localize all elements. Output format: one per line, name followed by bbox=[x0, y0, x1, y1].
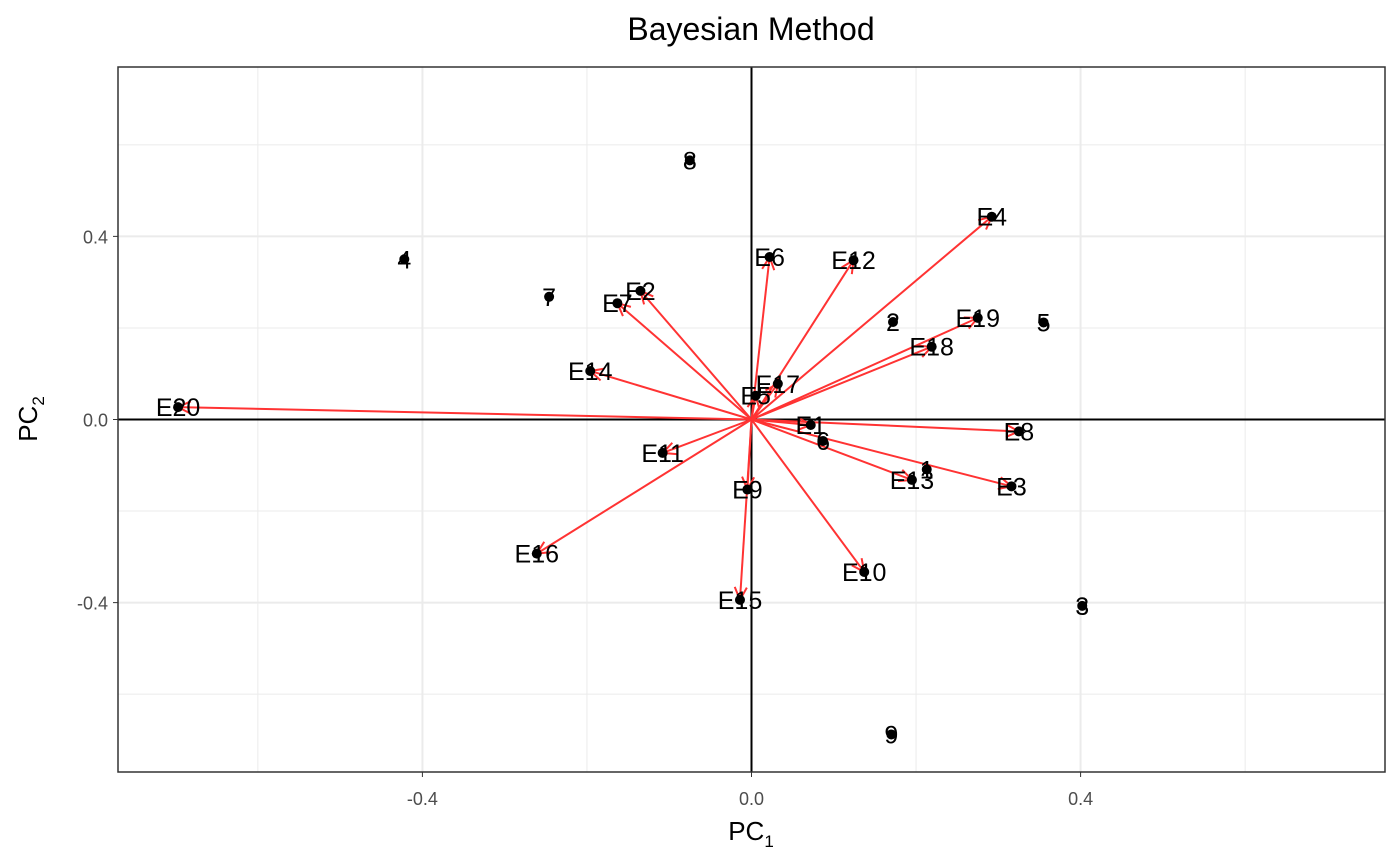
environment-vector-e20 bbox=[178, 406, 752, 421]
genotype-point-2 bbox=[888, 316, 899, 327]
environment-point-e20 bbox=[173, 402, 184, 413]
environment-label-e7: E7 bbox=[602, 290, 633, 318]
environment-label-e8: E8 bbox=[1004, 418, 1035, 446]
environment-point-e18 bbox=[926, 341, 937, 352]
genotype-label-8: 8 bbox=[683, 147, 697, 175]
genotype-label-3: 3 bbox=[1075, 593, 1089, 621]
environment-label-e17: E17 bbox=[756, 371, 800, 399]
environment-label-e4: E4 bbox=[976, 204, 1007, 232]
environment-point-e13 bbox=[906, 474, 917, 485]
data-points bbox=[173, 155, 1088, 740]
environment-label-e12: E12 bbox=[831, 247, 875, 275]
environment-vector-e19 bbox=[751, 316, 979, 421]
y-axis-title: PC2 bbox=[13, 396, 48, 442]
x-tick-label: 0.0 bbox=[739, 789, 764, 809]
genotype-point-8 bbox=[684, 155, 695, 166]
environment-vector-e3 bbox=[751, 418, 1012, 488]
genotype-point-1 bbox=[921, 464, 932, 475]
genotype-label-5: 5 bbox=[1037, 309, 1051, 337]
environment-vector-e4 bbox=[750, 215, 993, 421]
environment-vector-e8 bbox=[751, 418, 1019, 433]
x-tick-label: 0.4 bbox=[1068, 789, 1093, 809]
environment-point-e3 bbox=[1006, 481, 1017, 492]
environment-label-e5: E5 bbox=[740, 383, 771, 411]
genotype-label-2: 2 bbox=[886, 309, 900, 337]
environment-label-e9: E9 bbox=[732, 477, 763, 505]
environment-point-e16 bbox=[531, 548, 542, 559]
x-axis-title-subscript: 1 bbox=[764, 832, 773, 851]
environment-point-e17 bbox=[772, 378, 783, 389]
environment-point-e1 bbox=[805, 419, 816, 430]
environment-point-e10 bbox=[859, 566, 870, 577]
environment-point-e2 bbox=[635, 285, 646, 296]
genotype-label-7: 7 bbox=[542, 284, 556, 312]
chart-title: Bayesian Method bbox=[627, 11, 874, 47]
environment-point-e19 bbox=[972, 312, 983, 323]
environment-label-e14: E14 bbox=[568, 358, 613, 386]
genotype-point-5 bbox=[1038, 317, 1049, 328]
environment-vector-e16 bbox=[536, 418, 753, 555]
environment-vector-e13 bbox=[751, 418, 913, 481]
y-axis-title-subscript: 2 bbox=[29, 396, 48, 405]
environment-point-e5 bbox=[750, 390, 761, 401]
genotype-point-9 bbox=[886, 729, 897, 740]
environment-point-e11 bbox=[657, 447, 668, 458]
environment-label-e18: E18 bbox=[909, 334, 953, 362]
point-labels: 1 2 3 4 5 6 7 8 9 E1 E2 E3 E4 E5 E6 E7 E8 E9 E10 E11 E12 E13 E… bbox=[156, 147, 1089, 749]
environment-vector-e12 bbox=[750, 259, 855, 421]
environment-point-e7 bbox=[612, 298, 623, 309]
genotype-label-9: 9 bbox=[884, 721, 898, 749]
environment-label-e3: E3 bbox=[996, 473, 1027, 501]
environment-vector-e18 bbox=[751, 345, 933, 421]
y-axis-ticks: -0.4 0.0 0.4 bbox=[77, 227, 118, 614]
environment-point-e9 bbox=[742, 484, 753, 495]
environment-point-e8 bbox=[1013, 426, 1024, 437]
environment-point-e6 bbox=[764, 251, 775, 262]
genotype-label-6: 6 bbox=[816, 428, 830, 456]
genotype-label-4: 4 bbox=[397, 246, 411, 274]
environment-vectors bbox=[175, 215, 1022, 603]
environment-label-e19: E19 bbox=[956, 305, 1000, 333]
environment-vector-e11 bbox=[662, 418, 752, 454]
environment-point-e12 bbox=[848, 255, 859, 266]
y-tick-label: 0.0 bbox=[83, 411, 108, 431]
environment-vector-e2 bbox=[639, 290, 753, 421]
environment-label-e1: E1 bbox=[795, 412, 826, 440]
environment-label-e11: E11 bbox=[641, 440, 684, 468]
environment-vector-e15 bbox=[738, 419, 753, 600]
environment-label-e2: E2 bbox=[625, 278, 656, 306]
environment-label-e16: E16 bbox=[515, 541, 559, 569]
environment-label-e10: E10 bbox=[842, 559, 886, 587]
x-tick-label: -0.4 bbox=[407, 789, 438, 809]
genotype-point-3 bbox=[1077, 600, 1088, 611]
environment-label-e6: E6 bbox=[754, 244, 785, 272]
environment-label-e20: E20 bbox=[156, 394, 200, 422]
x-axis-title: PC1 bbox=[728, 816, 774, 851]
genotype-point-4 bbox=[399, 254, 410, 265]
genotype-point-6 bbox=[818, 436, 829, 447]
x-axis-title-base: PC bbox=[728, 816, 764, 846]
environment-point-e14 bbox=[585, 365, 596, 376]
environment-vector-e14 bbox=[589, 370, 752, 421]
y-tick-label: 0.4 bbox=[83, 227, 108, 247]
environment-label-e15: E15 bbox=[718, 587, 762, 615]
y-tick-label: -0.4 bbox=[77, 594, 108, 614]
environment-vector-e17 bbox=[750, 383, 779, 421]
y-axis-title-base: PC bbox=[13, 406, 43, 442]
environment-vector-e7 bbox=[616, 302, 753, 421]
genotype-point-7 bbox=[544, 291, 555, 302]
environment-point-e4 bbox=[986, 211, 997, 222]
environment-label-e13: E13 bbox=[890, 467, 934, 495]
genotype-label-1: 1 bbox=[920, 456, 934, 484]
x-axis-ticks: -0.4 0.0 0.4 bbox=[407, 772, 1093, 809]
environment-vector-e10 bbox=[750, 418, 866, 573]
environment-point-e15 bbox=[734, 594, 745, 605]
